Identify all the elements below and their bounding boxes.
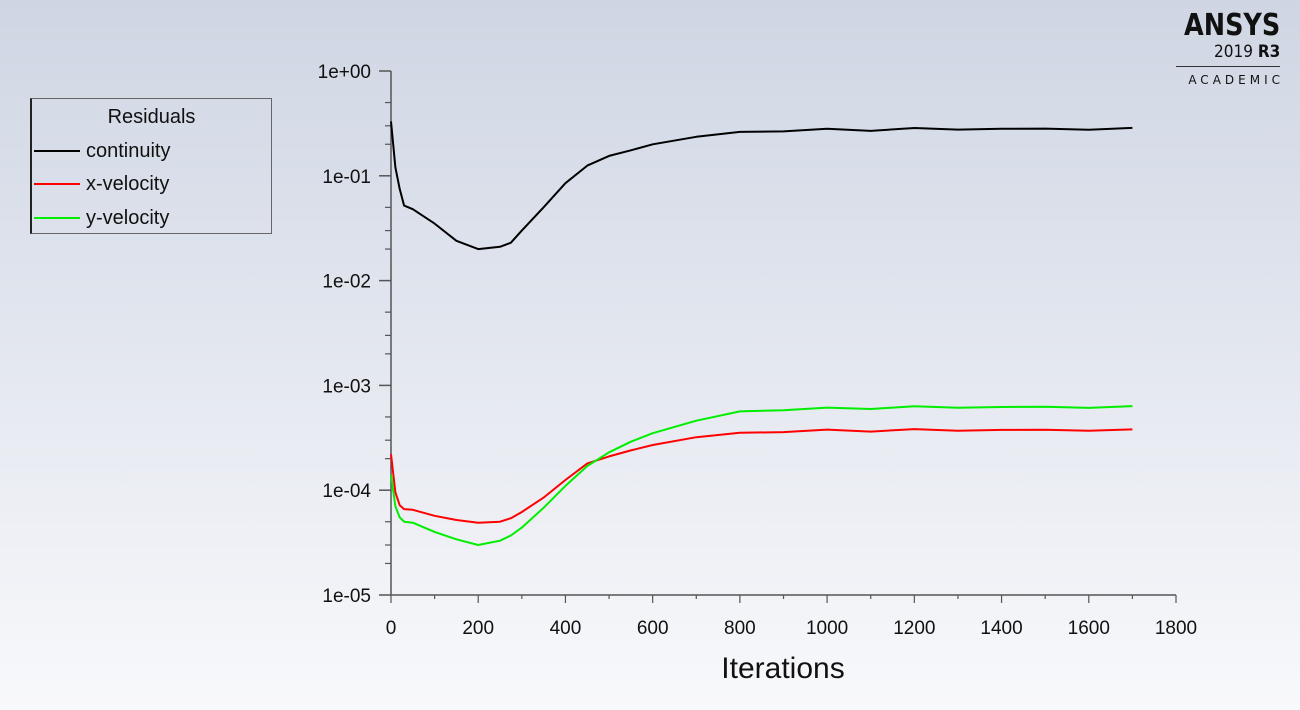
legend-swatch-y-velocity (34, 217, 80, 219)
legend-item-continuity: continuity (34, 139, 171, 163)
logo-version-year: 2019 (1213, 42, 1253, 62)
y-tick-label: 1e-04 (322, 481, 371, 502)
legend-swatch-continuity (34, 150, 80, 152)
logo-brand: ANSYS (1183, 8, 1280, 43)
logo-divider (1176, 66, 1280, 67)
ansys-logo: ANSYS 2019 R3 ACADEMIC (1167, 10, 1280, 87)
plot-series (390, 121, 1133, 546)
series-line-y-velocity (390, 405, 1133, 546)
legend-swatch-x-velocity (34, 183, 80, 185)
x-tick-label: 1400 (980, 618, 1022, 639)
logo-version-release: R3 (1257, 42, 1280, 62)
plot-axes: 1e-05 1e-04 1e-03 1e-02 1e-01 1e+00 0 200 400 600… (318, 62, 1198, 639)
y-tick-label: 1e-01 (322, 167, 371, 188)
x-tick-label: 1000 (806, 618, 848, 639)
x-tick-label: 1200 (893, 618, 935, 639)
x-axis-label: Iterations (721, 652, 844, 685)
logo-edition: ACADEMIC (1188, 73, 1284, 87)
x-tick-label: 1800 (1155, 618, 1197, 639)
y-tick-label: 1e-02 (322, 272, 371, 293)
x-tick-label: 0 (386, 618, 397, 639)
logo-version: 2019 R3 (1178, 42, 1280, 62)
legend-title: Residuals (107, 106, 196, 128)
legend-item-x-velocity: x-velocity (34, 172, 169, 196)
y-tick-label: 1e-03 (322, 376, 371, 397)
y-tick-label: 1e-05 (322, 586, 371, 607)
series-line-x-velocity (390, 428, 1133, 524)
x-tick-label: 400 (550, 618, 582, 639)
x-tick-label: 800 (724, 618, 756, 639)
x-tick-label: 200 (462, 618, 494, 639)
y-tick-label: 1e+00 (318, 62, 371, 83)
legend-item-y-velocity: y-velocity (34, 206, 169, 230)
x-tick-label: 1600 (1068, 618, 1110, 639)
legend-label: x-velocity (86, 172, 170, 195)
series-line-continuity (390, 121, 1133, 251)
chart-legend: Residuals continuity x-velocity y-veloci… (30, 98, 272, 234)
x-tick-label: 600 (637, 618, 669, 639)
legend-label: continuity (86, 139, 171, 162)
legend-label: y-velocity (86, 206, 170, 229)
